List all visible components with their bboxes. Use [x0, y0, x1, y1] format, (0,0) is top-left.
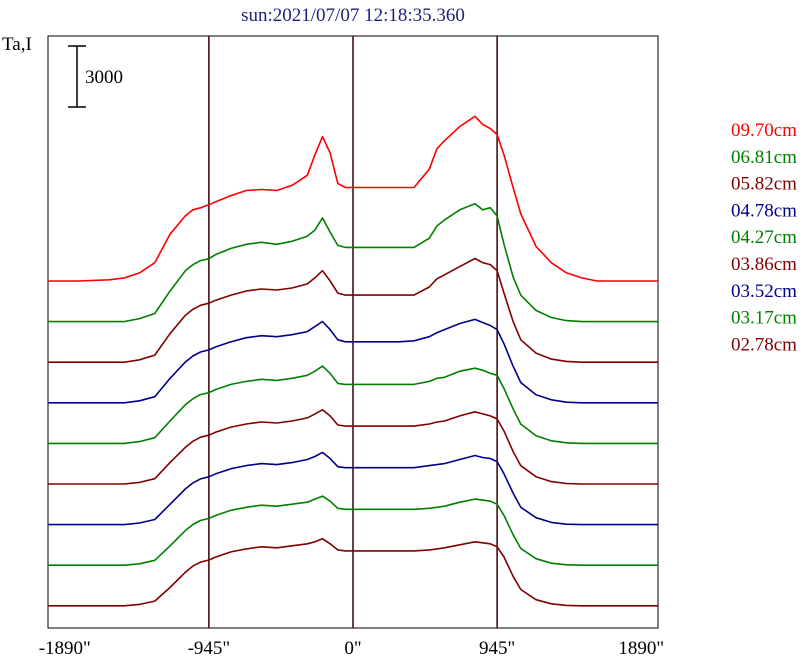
x-tick-label: 1890": [618, 638, 664, 659]
scale-bar-label: 3000: [85, 67, 123, 88]
series-line-04.27cm: [48, 365, 658, 445]
x-tick-labels: -1890" -945" 0" 945" 1890": [39, 638, 664, 659]
x-tick-label: 0": [344, 638, 361, 659]
series-line-03.52cm: [48, 451, 658, 526]
series-line-06.81cm: [48, 202, 658, 323]
series-line-03.86cm: [48, 409, 658, 485]
x-tick-label: -945": [188, 638, 231, 659]
legend-entry-03.52cm: 03.52cm: [731, 281, 797, 302]
y-axis-label: Ta,I: [2, 34, 32, 55]
legend-entry-04.78cm: 04.78cm: [731, 200, 797, 221]
legend-entry-09.70cm: 09.70cm: [731, 120, 797, 141]
legend: 09.70cm 06.81cm 05.82cm 04.78cm 04.27cm 03.86…: [731, 120, 797, 355]
reference-lines: [208, 36, 498, 628]
legend-entry-06.81cm: 06.81cm: [731, 147, 797, 168]
series-line-02.78cm: [48, 537, 658, 607]
x-tick-label: 945": [479, 638, 515, 659]
series-line-09.70cm: [48, 115, 658, 282]
chart-title: sun:2021/07/07 12:18:35.360: [241, 5, 465, 26]
series-line-04.78cm: [48, 318, 658, 404]
series-line-05.82cm: [48, 257, 658, 363]
x-tick-label: -1890": [39, 638, 91, 659]
legend-entry-02.78cm: 02.78cm: [731, 334, 797, 355]
scale-bar: 3000: [68, 45, 123, 108]
legend-entry-03.17cm: 03.17cm: [731, 308, 797, 329]
legend-entry-04.27cm: 04.27cm: [731, 227, 797, 248]
series-line-03.17cm: [48, 495, 658, 566]
legend-entry-03.86cm: 03.86cm: [731, 254, 797, 275]
series-group: [48, 115, 658, 607]
legend-entry-05.82cm: 05.82cm: [731, 174, 797, 195]
